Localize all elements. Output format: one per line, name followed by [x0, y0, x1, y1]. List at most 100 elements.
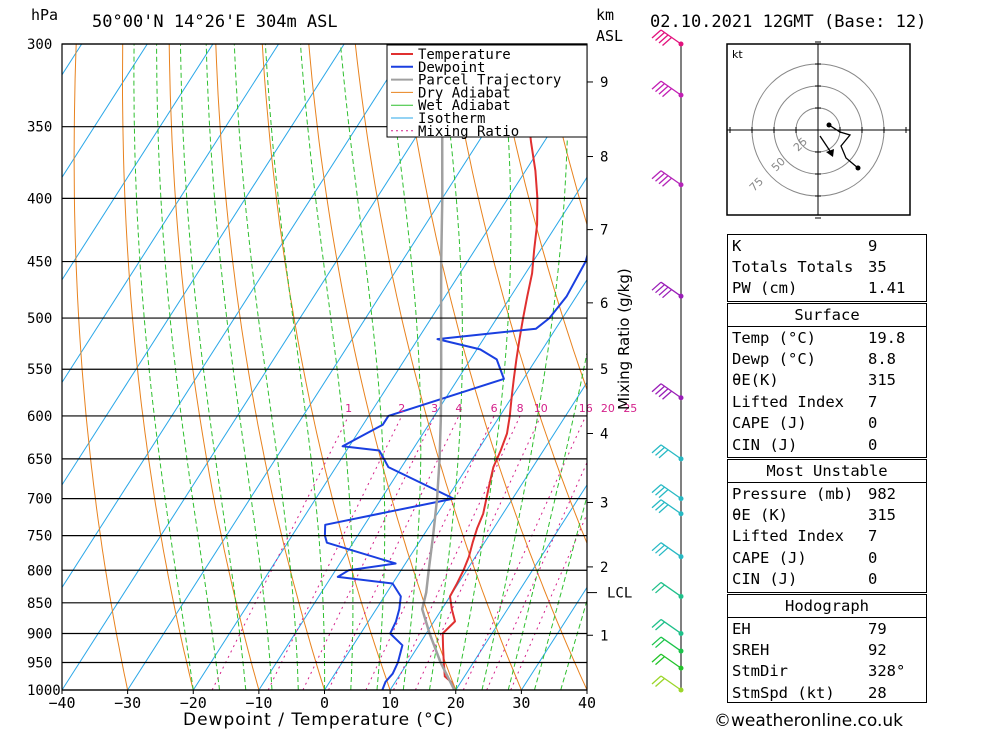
x-tick-label: 40	[578, 694, 596, 712]
dry-adiabat-line	[308, 44, 457, 690]
wind-barb	[651, 581, 682, 597]
index-label: Totals Totals	[732, 258, 854, 277]
x-tick-label: −40	[48, 694, 75, 712]
datetime-label: 02.10.2021 12GMT (Base: 12)	[650, 12, 927, 32]
km-tick-label: 4	[600, 427, 608, 443]
wind-barb-feather	[655, 544, 665, 554]
mixing-ratio-label: 8	[517, 402, 524, 415]
wind-barb-feather	[662, 289, 672, 299]
x-tick-label: 30	[512, 694, 530, 712]
surface-row: CAPE (J) 0	[728, 413, 926, 434]
isotherm-line	[62, 44, 148, 179]
wet-adiabat-line	[300, 44, 354, 690]
wet-adiabat-line	[133, 44, 194, 690]
wind-barb-feather	[655, 83, 665, 93]
wind-barb-feather	[655, 172, 665, 182]
pressure-tick-label: 700	[27, 492, 52, 508]
legend-item: Isotherm	[418, 111, 485, 127]
hodograph-row: StmDir 328°	[728, 661, 926, 682]
hodograph-row: StmSpd (kt) 28	[728, 682, 926, 703]
wind-barb-feather	[655, 678, 665, 687]
surface-row: Lifted Index 7	[728, 391, 926, 412]
most-unstable-label: θE (K)	[732, 506, 788, 525]
most-unstable-row: CIN (J) 0	[728, 569, 926, 590]
mixing-ratio-line	[510, 512, 587, 690]
pressure-tick-label: 750	[27, 529, 52, 545]
pressure-tick-label: 600	[27, 409, 52, 425]
index-label: PW (cm)	[732, 279, 798, 298]
legend-box	[386, 44, 588, 138]
hodograph-value: 328°	[868, 662, 906, 681]
surface-label: Dewp (°C)	[732, 350, 816, 369]
surface-label: CIN (J)	[732, 435, 798, 454]
km-tick-label: 5	[600, 362, 608, 378]
km-tick-label: 6	[600, 296, 608, 312]
wind-barb-feather	[651, 653, 662, 663]
wet-adiabat-line	[340, 44, 386, 690]
wet-adiabat-line	[233, 44, 299, 690]
wind-barb-feather	[658, 449, 669, 459]
wind-barb-feather	[655, 584, 665, 594]
legend-item: Parcel Trajectory	[418, 73, 561, 89]
most-unstable-value: 7	[868, 527, 878, 546]
wind-barb	[651, 542, 682, 558]
wind-barb-feather	[651, 29, 662, 39]
km-tick-label: 3	[600, 495, 608, 511]
wind-barb-feather	[655, 621, 665, 631]
x-tick-label: −10	[245, 694, 272, 712]
wind-barb	[651, 29, 682, 46]
x-tick-label: 0	[320, 694, 329, 712]
location-label: 50°00'N 14°26'E 304m ASL	[92, 12, 338, 32]
hodograph-panel: Hodograph EH 79 SREH 92 StmDir 328° StmSpd (kt…	[727, 594, 927, 703]
wind-barb-feather	[658, 547, 669, 557]
surface-title: Surface	[728, 304, 926, 327]
wind-barb	[651, 80, 682, 98]
index-label: K	[732, 236, 742, 255]
km-tick-label: 7	[600, 223, 608, 239]
mixing-ratio-label: 25	[623, 402, 637, 415]
isotherm-line	[455, 484, 587, 690]
most-unstable-row: Lifted Index 7	[728, 526, 926, 547]
mixing-ratio-label: 6	[491, 402, 498, 415]
km-tick-label: 1	[600, 628, 608, 644]
wind-barb	[651, 618, 682, 635]
index-row: PW (cm) 1.41	[728, 278, 926, 299]
dry-adiabat-line	[401, 44, 587, 690]
hodograph-row: EH 79	[728, 618, 926, 639]
most-unstable-row: θE (K) 315	[728, 504, 926, 525]
x-tick-label: −20	[180, 694, 207, 712]
km-tick-label: 9	[600, 75, 608, 91]
mixing-ratio-axis-title: Mixing Ratio (g/kg)	[615, 268, 633, 410]
hodograph-label: EH	[732, 619, 751, 638]
surface-value: 0	[868, 414, 878, 433]
hodograph-value: 28	[868, 683, 887, 702]
wind-barb-feather	[662, 390, 672, 400]
wind-barb-feather	[651, 499, 662, 509]
wind-barb-feather	[651, 170, 662, 180]
wet-adiabat-line	[180, 44, 247, 690]
hodograph-label: StmDir	[732, 662, 788, 681]
wind-barb-feather	[655, 486, 665, 496]
surface-row: θE(K) 315	[728, 370, 926, 391]
dry-adiabat-line	[354, 44, 522, 690]
wet-adiabat-line	[429, 44, 463, 690]
wind-barb	[651, 281, 682, 299]
pressure-tick-label: 550	[27, 362, 52, 378]
pressure-tick-label: 1000	[27, 683, 61, 699]
index-row: Totals Totals 35	[728, 256, 926, 277]
surface-row: Temp (°C) 19.8	[728, 327, 926, 348]
isotherm-line	[127, 44, 542, 690]
wind-barb-feather	[655, 656, 665, 666]
wind-barb	[651, 383, 682, 400]
mixing-ratio-label: 2	[398, 402, 405, 415]
dry-adiabat-line	[168, 44, 260, 690]
dry-adiabat-line	[73, 44, 129, 690]
pressure-tick-label: 950	[27, 655, 52, 671]
surface-row: Dewp (°C) 8.8	[728, 348, 926, 369]
isotherm-line	[192, 73, 587, 690]
index-value: 1.41	[868, 279, 906, 298]
wind-barb-feather	[651, 581, 662, 591]
mixing-ratio-label: 10	[534, 402, 548, 415]
wind-barb-feather	[655, 446, 665, 456]
